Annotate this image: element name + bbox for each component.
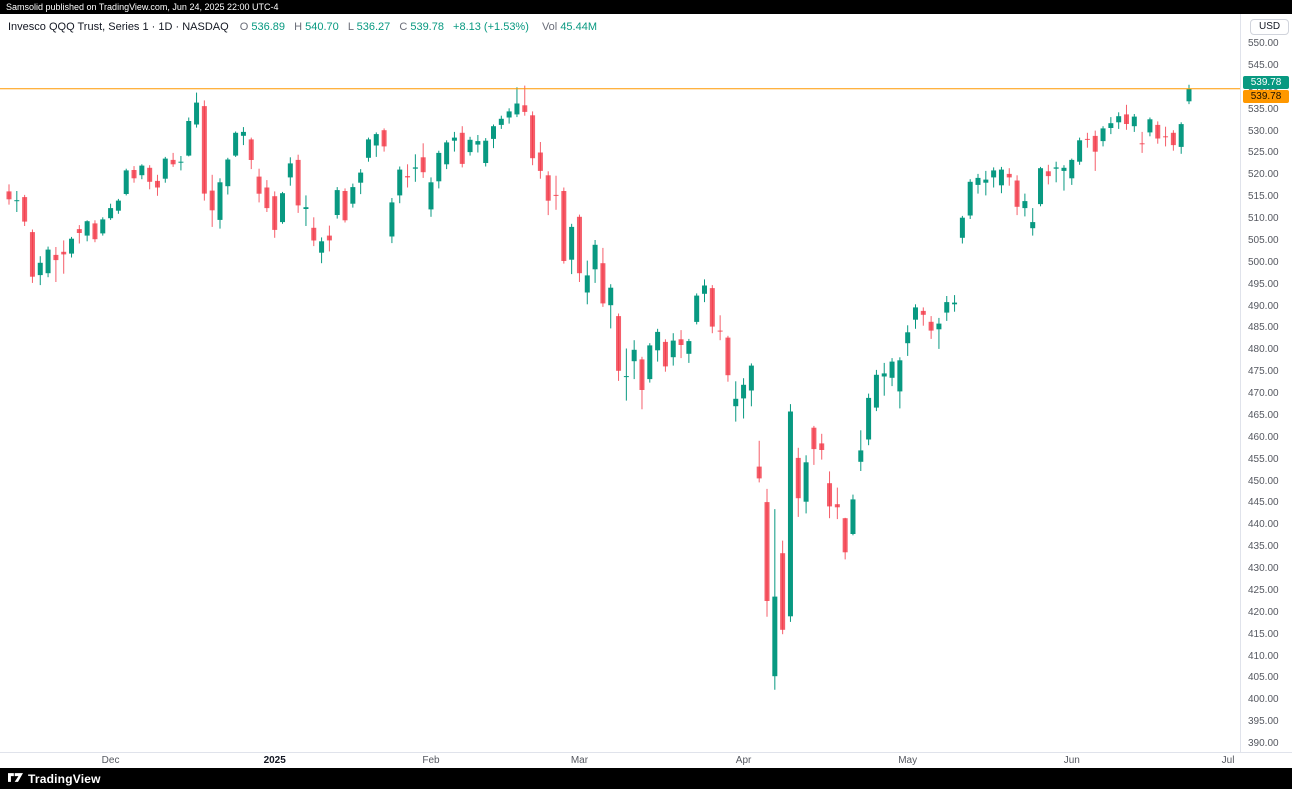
- y-axis-tick: 430.00: [1248, 563, 1279, 574]
- low-label: L: [347, 21, 354, 33]
- x-axis-label: Dec: [101, 755, 120, 766]
- y-axis-tick: 465.00: [1248, 409, 1279, 421]
- y-axis-tick: 405.00: [1248, 672, 1279, 684]
- x-axis-label: May: [898, 755, 918, 766]
- y-axis-tick: 400.00: [1248, 694, 1279, 706]
- y-axis-tick: 470.00: [1248, 388, 1279, 399]
- volume-value: 45.44M: [560, 21, 598, 33]
- y-axis-tick: 440.00: [1248, 519, 1279, 531]
- y-axis-tick: 415.00: [1248, 628, 1279, 640]
- chart-legend: Invesco QQQ Trust, Series 1 · 1D · NASDA…: [8, 21, 603, 33]
- low-value: 536.27: [356, 21, 391, 33]
- y-axis-tick: 500.00: [1248, 256, 1279, 268]
- y-axis-tick: 520.00: [1248, 169, 1279, 181]
- y-axis-tick: 485.00: [1248, 322, 1279, 334]
- y-axis-tick: 550.00: [1248, 38, 1279, 49]
- y-axis-tick: 480.00: [1248, 344, 1279, 356]
- y-axis-tick: 515.00: [1248, 191, 1279, 203]
- y-axis-tick: 510.00: [1248, 213, 1279, 224]
- y-axis-tick: 450.00: [1248, 475, 1279, 487]
- y-axis-tick: 410.00: [1248, 650, 1279, 662]
- price-axis[interactable]: USD 539.78 539.78 550.00545.00540.00535.…: [1240, 14, 1292, 768]
- y-axis-tick: 545.00: [1248, 59, 1279, 71]
- x-axis-label: Jun: [1063, 755, 1080, 766]
- symbol-title[interactable]: Invesco QQQ Trust, Series 1 · 1D · NASDA…: [8, 21, 229, 33]
- close-label: C: [399, 21, 408, 33]
- publication-text: Samsolid published on TradingView.com, J…: [6, 2, 279, 12]
- y-axis-tick: 490.00: [1248, 300, 1279, 312]
- y-axis-tick: 455.00: [1248, 453, 1279, 465]
- last-price-badge: 539.78: [1243, 75, 1289, 89]
- x-axis-label: Feb: [422, 755, 440, 766]
- price-line-badge: 539.78: [1243, 89, 1289, 103]
- y-axis-tick: 420.00: [1248, 606, 1279, 618]
- chart-plot-area[interactable]: Invesco QQQ Trust, Series 1 · 1D · NASDA…: [0, 14, 1240, 752]
- y-axis-tick: 390.00: [1248, 738, 1279, 749]
- x-axis-label: 2025: [263, 755, 286, 766]
- candlestick-svg: [0, 84, 1240, 690]
- change-value: +8.13 (+1.53%): [453, 21, 529, 33]
- currency-button[interactable]: USD: [1250, 19, 1290, 35]
- tradingview-brand-text[interactable]: TradingView: [28, 771, 101, 786]
- y-axis-tick: 475.00: [1248, 366, 1279, 378]
- y-axis-tick: 535.00: [1248, 103, 1279, 115]
- close-value: 539.78: [410, 21, 444, 33]
- high-label: H: [294, 21, 303, 33]
- y-axis-tick: 395.00: [1248, 716, 1279, 728]
- volume-label: Vol: [541, 21, 558, 33]
- tradingview-logo-icon[interactable]: [8, 772, 23, 785]
- y-axis-tick: 505.00: [1248, 234, 1279, 246]
- x-axis-label: Mar: [570, 755, 589, 766]
- footer-bar: TradingView: [0, 768, 1292, 789]
- y-axis-tick: 530.00: [1248, 125, 1279, 137]
- x-axis-label: Apr: [735, 755, 752, 766]
- y-axis-tick: 495.00: [1248, 278, 1279, 290]
- open-label: O: [239, 21, 249, 33]
- y-axis-tick: 445.00: [1248, 497, 1279, 509]
- y-axis-tick: 525.00: [1248, 147, 1279, 159]
- y-axis-tick: 425.00: [1248, 584, 1279, 596]
- high-value: 540.70: [305, 21, 339, 33]
- y-axis-tick: 435.00: [1248, 541, 1279, 553]
- y-axis-tick: 460.00: [1248, 431, 1279, 443]
- open-value: 536.89: [251, 21, 286, 33]
- time-axis[interactable]: Dec 2025 Feb Mar Apr May Jun Jul: [0, 752, 1292, 768]
- publication-bar: Samsolid published on TradingView.com, J…: [0, 0, 1292, 14]
- x-axis-label: Jul: [1221, 755, 1235, 766]
